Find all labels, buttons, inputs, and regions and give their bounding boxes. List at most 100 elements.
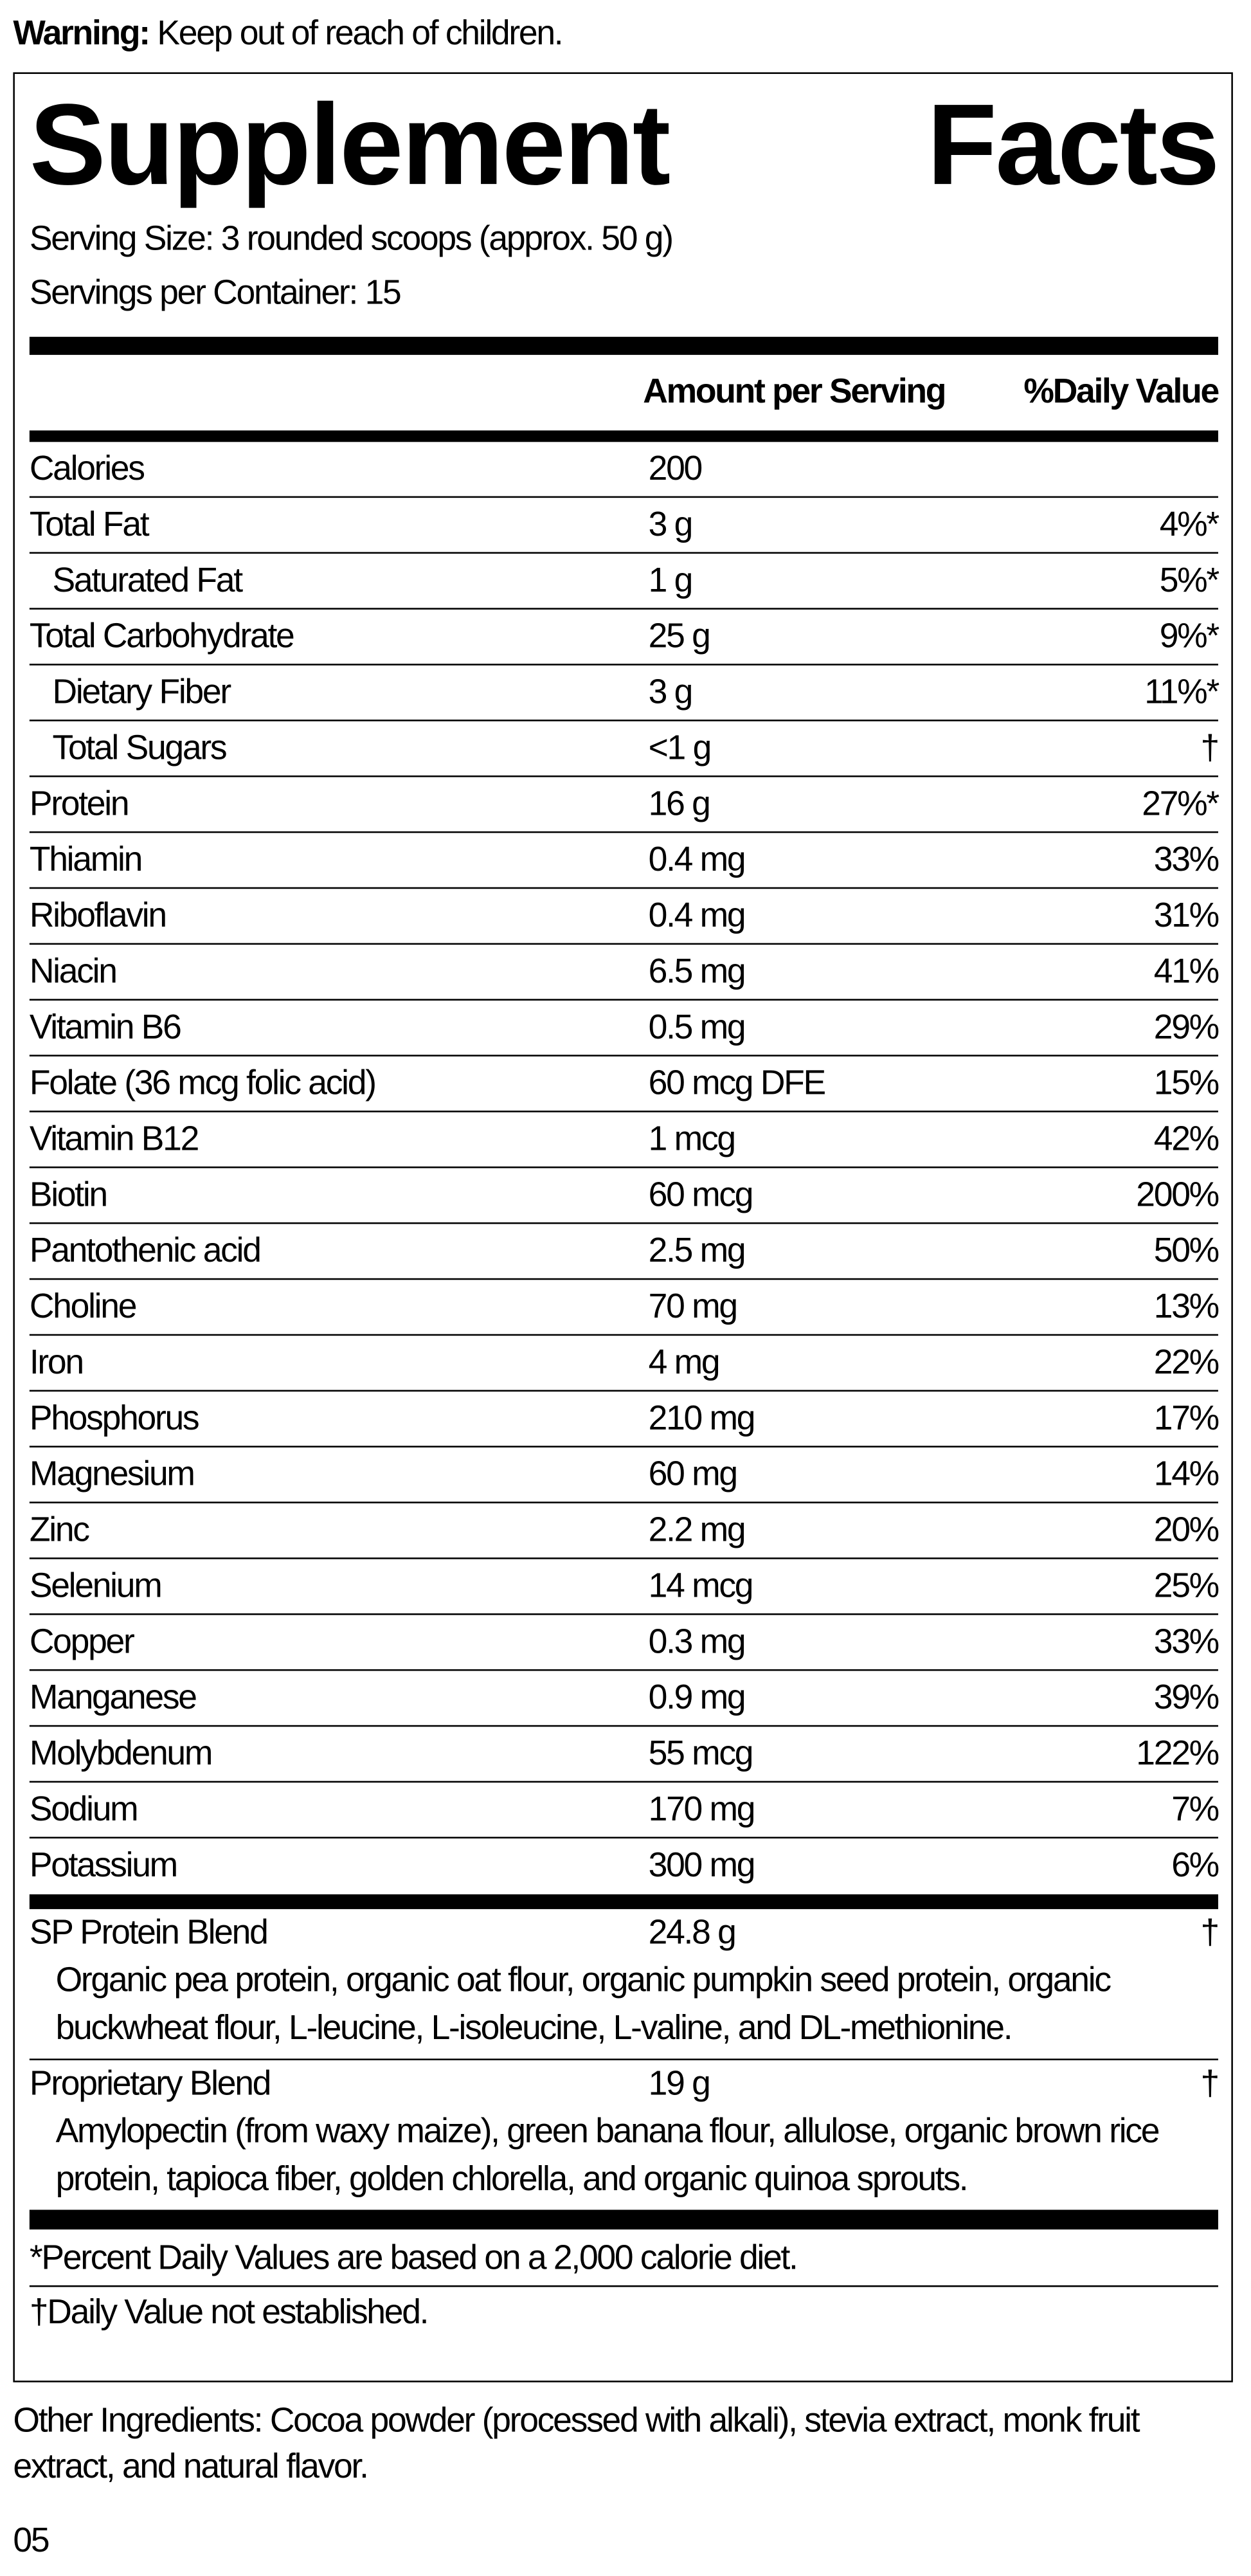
daily-value: 29% (1153, 1008, 1220, 1047)
daily-value: 50% (1153, 1232, 1220, 1271)
nutrient-row: Niacin 6.5 mg 41% (29, 945, 1220, 1001)
nutrient-row: Sodium 170 mg 7% (29, 1782, 1220, 1839)
nutrient-amount: 170 mg (648, 1790, 756, 1829)
other-ingredients: Other Ingredients: Cocoa powder (process… (13, 2402, 1140, 2486)
warning-label: Warning: (13, 14, 150, 53)
facts-panel: Supplement Facts Serving Size: 3 rounded… (13, 72, 1233, 2382)
daily-value: 9%* (1159, 617, 1220, 656)
blend-amount: 24.8 g (648, 1914, 737, 1952)
nutrient-row: Calories 200 (29, 442, 1218, 498)
daily-value: † (1200, 1914, 1220, 1952)
nutrient-row: Protein 16 g 27%* (29, 777, 1220, 833)
blend: Proprietary Blend 19 g † Amylopectin (from … (29, 2060, 1220, 2210)
nutrient-row: Magnesium 60 mg 14% (29, 1447, 1220, 1503)
nutrient-name: Total Fat (29, 505, 150, 544)
divider-bar (29, 1894, 1218, 1909)
nutrient-name: Potassium (29, 1846, 178, 1885)
footnote: †Daily Value not established. (29, 2285, 1218, 2339)
serving-size: Serving Size: 3 rounded scoops (approx. … (29, 220, 674, 259)
daily-value: 33% (1153, 841, 1220, 879)
nutrient-name: Riboflavin (29, 897, 167, 935)
nutrient-name: Vitamin B6 (29, 1008, 182, 1047)
divider-bar (29, 336, 1218, 355)
daily-value: 20% (1153, 1511, 1220, 1550)
nutrient-row: Riboflavin 0.4 mg 31% (29, 889, 1220, 945)
warning: Warning: Keep out of reach of children. (13, 10, 563, 59)
nutrient-name: Thiamin (29, 841, 143, 879)
nutrient-name: Magnesium (29, 1455, 195, 1494)
nutrient-name: Manganese (29, 1679, 197, 1717)
nutrient-amount: 200 (648, 450, 703, 488)
daily-value: 5%* (1159, 561, 1220, 600)
nutrient-amount: 60 mg (648, 1455, 739, 1494)
nutrient-row: Manganese 0.9 mg 39% (29, 1671, 1220, 1727)
daily-value: 39% (1153, 1679, 1220, 1717)
nutrient-amount: 0.5 mg (648, 1008, 746, 1047)
nutrient-name: Selenium (29, 1567, 163, 1606)
daily-value: 31% (1153, 897, 1220, 935)
daily-value: 11%* (1144, 673, 1220, 712)
daily-value: 13% (1153, 1288, 1220, 1326)
nutrient-amount: 60 mcg DFE (648, 1064, 827, 1103)
nutrient-amount: 25 g (648, 617, 711, 656)
daily-value: 27%* (1142, 785, 1220, 824)
nutrient-name: Molybdenum (29, 1735, 213, 1773)
nutrient-amount: 0.9 mg (648, 1679, 746, 1717)
blend: SP Protein Blend 24.8 g † Organic pea prote… (29, 1909, 1220, 2060)
nutrient-row: Choline 70 mg 13% (29, 1280, 1220, 1336)
nutrient-row: Saturated Fat 1 g 5%* (29, 554, 1220, 610)
nutrient-row: Molybdenum 55 mcg 122% (29, 1727, 1220, 1783)
nutrient-row: Selenium 14 mcg 25% (29, 1559, 1220, 1615)
nutrient-name: Pantothenic acid (29, 1232, 262, 1271)
daily-value: 25% (1153, 1567, 1220, 1606)
nutrient-row: Biotin 60 mcg 200% (29, 1168, 1220, 1224)
daily-value: † (1200, 2065, 1220, 2103)
nutrient-name: Total Carbohydrate (29, 617, 295, 656)
daily-value: 17% (1153, 1399, 1220, 1438)
nutrient-name: Saturated Fat (52, 561, 244, 600)
title: Supplement Facts (29, 80, 1220, 209)
daily-value: 22% (1153, 1343, 1220, 1382)
blend-amount: 19 g (648, 2065, 711, 2103)
nutrient-amount: 3 g (648, 673, 694, 712)
nutrient-name: Vitamin B12 (29, 1120, 200, 1159)
daily-value: 42% (1153, 1120, 1220, 1159)
blend-ingredients: Amylopectin (from waxy maize), green ban… (55, 2112, 1160, 2198)
nutrient-amount: 4 mg (648, 1343, 721, 1382)
divider-bar (29, 430, 1218, 442)
nutrient-name: Sodium (29, 1790, 139, 1829)
nutrient-amount: 0.4 mg (648, 841, 746, 879)
daily-value: 14% (1153, 1455, 1220, 1494)
blend-head: SP Protein Blend 24.8 g † (29, 1909, 1220, 1959)
daily-value: 33% (1153, 1623, 1220, 1662)
nutrient-name: Total Sugars (52, 729, 228, 768)
daily-value: 122% (1136, 1735, 1220, 1773)
nutrient-name: Phosphorus (29, 1399, 200, 1438)
daily-value-header: %Daily Value (1023, 372, 1220, 411)
nutrient-rows: Calories 200 Total Fat 3 g 4%* Saturated Fat 1… (29, 442, 1220, 1894)
footnotes: *Percent Daily Values are based on a 2,0… (29, 2233, 1218, 2339)
nutrient-row: Copper 0.3 mg 33% (29, 1615, 1220, 1671)
nutrient-row: Potassium 300 mg 6% (29, 1838, 1220, 1894)
nutrient-name: Copper (29, 1623, 135, 1662)
daily-value: 15% (1153, 1064, 1220, 1103)
nutrient-amount: <1 g (648, 729, 712, 768)
nutrient-row: Vitamin B12 1 mcg 42% (29, 1112, 1220, 1168)
nutrient-row: Folate (36 mcg folic acid) 60 mcg DFE 15% (29, 1057, 1220, 1112)
daily-value: 6% (1171, 1846, 1220, 1885)
nutrient-amount: 1 mcg (648, 1120, 736, 1159)
servings-per-container: Servings per Container: 15 (29, 274, 402, 313)
nutrient-amount: 3 g (648, 505, 694, 544)
nutrient-amount: 70 mg (648, 1288, 739, 1326)
blend-ingredients: Organic pea protein, organic oat flour, … (55, 1961, 1112, 2047)
blend-name: SP Protein Blend (29, 1914, 269, 1952)
divider-bar (29, 2209, 1218, 2230)
nutrient-amount: 0.4 mg (648, 897, 746, 935)
daily-value: 4%* (1159, 505, 1220, 544)
nutrient-row: Phosphorus 210 mg 17% (29, 1392, 1220, 1447)
blends: SP Protein Blend 24.8 g † Organic pea prote… (29, 1909, 1220, 2210)
nutrient-amount: 300 mg (648, 1846, 756, 1885)
blend-name: Proprietary Blend (29, 2065, 272, 2103)
